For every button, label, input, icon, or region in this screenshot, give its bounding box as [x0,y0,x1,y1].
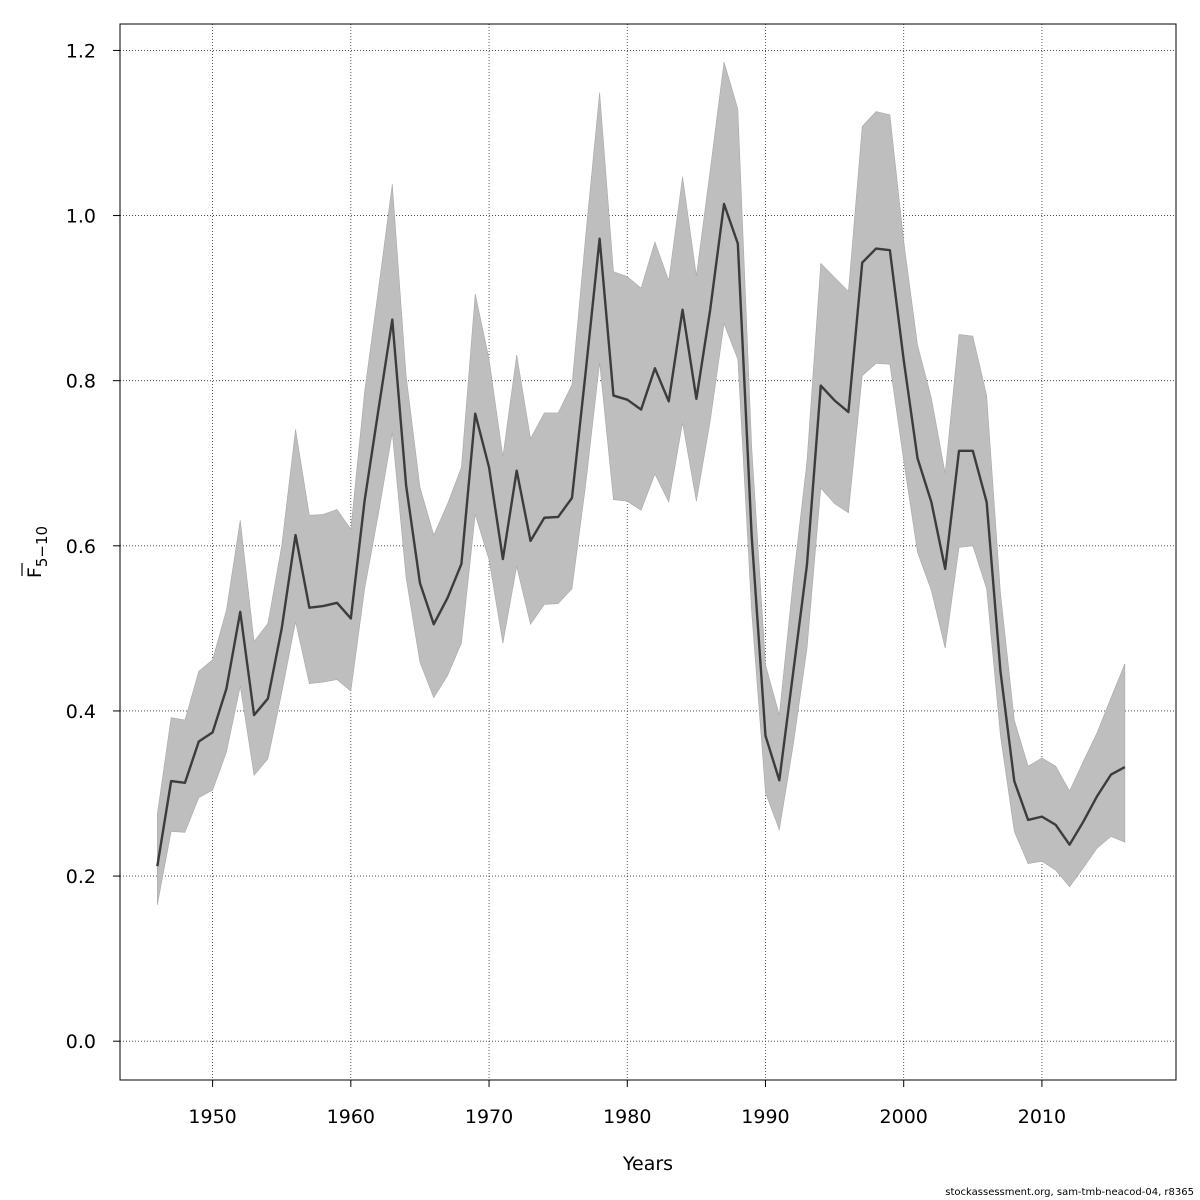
y-tick-label: 1.2 [66,40,96,62]
x-axis: 1950 1960 1970 1980 1990 2000 2010 [188,1079,1066,1128]
x-tick-label: 1980 [603,1106,651,1128]
x-tick-label: 1950 [188,1106,236,1128]
x-tick-label: 1990 [741,1106,789,1128]
y-tick-label: 0.2 [66,866,96,888]
credit-footer: stockassessment.org, sam-tmb-neacod-04, … [945,1187,1194,1198]
y-tick-label: 0.6 [66,536,96,558]
x-tick-label: 1970 [465,1106,513,1128]
x-axis-title: Years [622,1153,673,1175]
line-layer [156,202,1126,867]
y-axis-title: F5−10 [21,526,51,578]
y-tick-label: 1.0 [66,206,96,228]
x-tick-label: 1960 [327,1106,375,1128]
y-axis-title-subscript: 5−10 [33,526,51,567]
svg-text:F5−10: F5−10 [24,526,51,578]
y-tick-label: 0.0 [66,1031,96,1053]
estimate-line [156,202,1126,867]
grid [120,24,1176,1080]
y-axis-title-base: F [24,567,46,578]
plot-frame [119,23,1177,1081]
x-tick-label: 2000 [880,1106,928,1128]
confidence-band [157,61,1126,906]
confidence-band-layer [157,61,1126,906]
y-tick-label: 0.8 [66,371,96,393]
y-axis: 0.0 0.2 0.4 0.6 0.8 1.0 1.2 [66,40,121,1053]
y-tick-label: 0.4 [66,701,96,723]
x-tick-label: 2010 [1018,1106,1066,1128]
